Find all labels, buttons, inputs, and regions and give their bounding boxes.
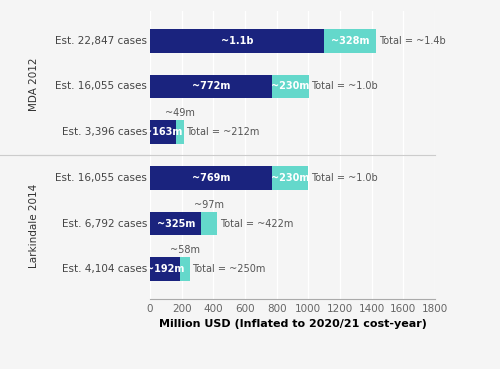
Text: Est. 6,792 cases: Est. 6,792 cases <box>62 218 147 228</box>
Bar <box>150 75 272 98</box>
Text: ~325m: ~325m <box>156 218 195 228</box>
Text: Est. 16,055 cases: Est. 16,055 cases <box>56 173 147 183</box>
Text: Est. 3,396 cases: Est. 3,396 cases <box>62 127 147 137</box>
Text: ~772m: ~772m <box>192 82 230 92</box>
Text: Total = ~1.0b: Total = ~1.0b <box>312 82 378 92</box>
Bar <box>272 75 308 98</box>
Text: Total = ~1.0b: Total = ~1.0b <box>311 173 378 183</box>
Text: Est. 22,847 cases: Est. 22,847 cases <box>55 36 147 46</box>
Text: ~97m: ~97m <box>194 200 224 210</box>
Text: Total = ~422m: Total = ~422m <box>220 218 293 228</box>
Text: ~769m: ~769m <box>192 173 230 183</box>
Text: ~1.1b: ~1.1b <box>221 36 254 46</box>
Bar <box>150 212 202 235</box>
Text: Total = ~250m: Total = ~250m <box>192 264 266 274</box>
Bar <box>272 166 308 190</box>
Text: Total = ~212m: Total = ~212m <box>186 127 260 137</box>
Bar <box>180 257 190 281</box>
Text: ~328m: ~328m <box>331 36 370 46</box>
Bar <box>150 120 176 144</box>
Text: ~230m: ~230m <box>271 173 309 183</box>
Bar <box>150 29 324 53</box>
Text: Est. 4,104 cases: Est. 4,104 cases <box>62 264 147 274</box>
Text: ~230m: ~230m <box>272 82 310 92</box>
Legend: Direct Costs, Indirect Costs: Direct Costs, Indirect Costs <box>151 366 366 369</box>
Bar <box>324 29 376 53</box>
X-axis label: Million USD (Inflated to 2020/21 cost-year): Million USD (Inflated to 2020/21 cost-ye… <box>158 319 426 329</box>
Text: Est. 16,055 cases: Est. 16,055 cases <box>56 82 147 92</box>
Bar <box>202 212 217 235</box>
Text: ~58m: ~58m <box>170 245 200 255</box>
Text: ~192m: ~192m <box>146 264 184 274</box>
Text: ~163m: ~163m <box>144 127 182 137</box>
Bar <box>150 166 272 190</box>
Bar <box>150 257 180 281</box>
Text: Larkindale 2014: Larkindale 2014 <box>28 184 39 268</box>
Text: Total = ~1.4b: Total = ~1.4b <box>379 36 446 46</box>
Text: ~49m: ~49m <box>165 108 194 118</box>
Text: MDA 2012: MDA 2012 <box>29 58 39 111</box>
Bar <box>176 120 184 144</box>
